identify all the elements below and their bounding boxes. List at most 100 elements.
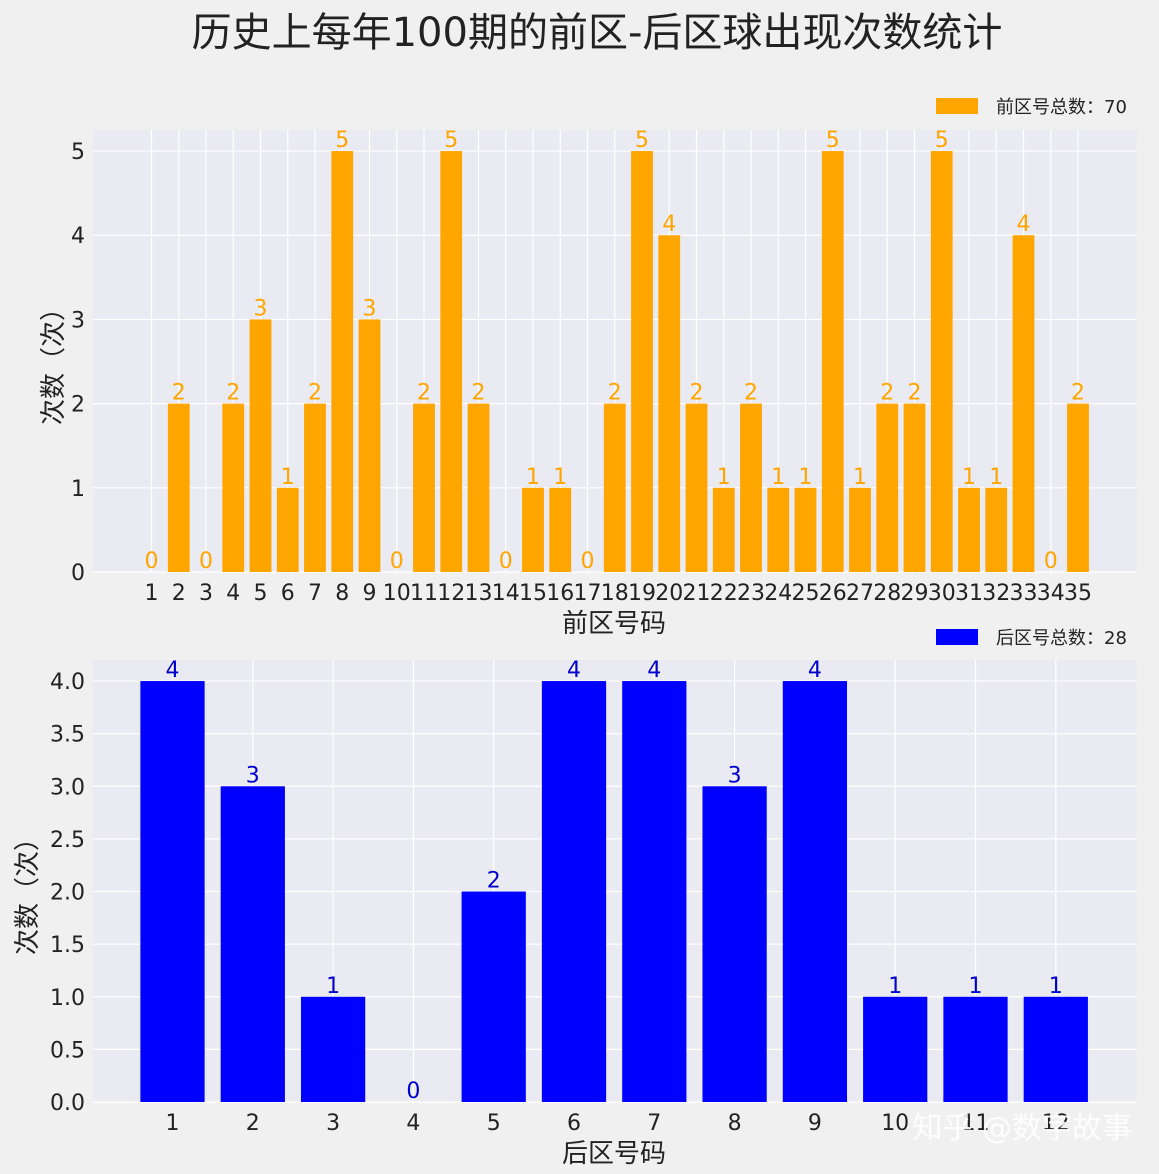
front-bar: [331, 151, 354, 573]
front-bar-value-label: 2: [690, 381, 704, 406]
front-bar-value-label: 1: [771, 465, 785, 490]
front-bar-value-label: 1: [853, 465, 867, 490]
front-bar-value-label: 5: [444, 128, 458, 153]
back-x-tick-label: 4: [406, 1111, 420, 1136]
back-bar-value-label: 2: [487, 869, 501, 894]
front-x-tick-label: 10: [383, 581, 411, 606]
front-x-tick-label: 7: [308, 581, 322, 606]
front-bar: [849, 487, 871, 572]
front-bar: [249, 319, 272, 572]
back-bar-value-label: 1: [1049, 974, 1063, 999]
back-x-tick-label: 9: [808, 1111, 822, 1136]
back-y-ticks: 0.0 0.5 1.0 1.5 2.0 2.5 3.0 3.5 4.0: [50, 670, 85, 1116]
front-bar: [1067, 403, 1089, 572]
back-y-tick-label: 1.0: [50, 986, 85, 1011]
back-bar-value-label: 0: [406, 1079, 420, 1104]
back-legend-label: 后区号总数：28: [996, 628, 1127, 649]
front-x-tick-label: 34: [1037, 581, 1065, 606]
back-y-tick-label: 3.5: [50, 723, 85, 748]
front-bar: [549, 487, 572, 572]
back-x-tick-label: 8: [728, 1111, 742, 1136]
front-y-tick-label: 5: [71, 140, 85, 165]
back-bar: [702, 786, 767, 1102]
front-bar-value-label: 2: [172, 381, 186, 406]
front-x-tick-label: 23: [737, 581, 765, 606]
front-x-tick-label: 6: [281, 581, 295, 606]
front-bar-value-label: 2: [308, 381, 322, 406]
front-y-tick-label: 1: [71, 477, 85, 502]
front-x-tick-label: 14: [492, 581, 520, 606]
front-y-tick-label: 0: [71, 561, 85, 586]
front-x-tick-label: 19: [628, 581, 656, 606]
back-bar: [300, 996, 366, 1102]
front-bar-value-label: 0: [581, 549, 595, 574]
front-bar: [358, 319, 381, 572]
front-bar-value-label: 0: [1044, 549, 1058, 574]
back-legend: 后区号总数：28: [936, 628, 1127, 649]
front-bar-value-label: 3: [363, 296, 377, 321]
back-x-tick-label: 3: [326, 1111, 340, 1136]
front-x-tick-label: 22: [710, 581, 738, 606]
front-bar-value-label: 5: [826, 128, 840, 153]
back-bar: [140, 681, 205, 1102]
front-bar: [821, 151, 844, 573]
back-y-tick-label: 2.0: [50, 881, 85, 906]
front-bar: [631, 151, 653, 573]
front-bar: [440, 151, 463, 573]
back-y-tick-label: 1.5: [50, 933, 85, 958]
back-bar-value-label: 3: [246, 763, 260, 788]
front-x-tick-label: 32: [982, 581, 1010, 606]
back-y-tick-label: 2.5: [50, 828, 85, 853]
back-y-axis-label: 次数（次）: [13, 825, 43, 955]
back-x-tick-label: 12: [1042, 1111, 1070, 1136]
back-y-tick-label: 3.0: [50, 775, 85, 800]
back-x-tick-label: 6: [567, 1111, 581, 1136]
front-x-tick-label: 18: [601, 581, 629, 606]
front-bar: [413, 403, 435, 572]
back-bar: [541, 681, 607, 1102]
front-bar: [167, 403, 190, 572]
back-x-tick-label: 7: [647, 1111, 661, 1136]
front-bar: [712, 487, 735, 572]
front-bar-value-label: 1: [799, 465, 813, 490]
front-bar-value-label: 5: [635, 128, 649, 153]
front-legend-swatch: [936, 98, 978, 114]
front-bar-value-label: 1: [553, 465, 567, 490]
front-x-tick-label: 29: [901, 581, 929, 606]
front-bar: [685, 403, 708, 572]
front-legend-label: 前区号总数：70: [996, 97, 1127, 118]
front-y-tick-label: 2: [71, 393, 85, 418]
back-x-axis-label: 后区号码: [562, 1139, 666, 1169]
back-bar-value-label: 3: [728, 763, 742, 788]
front-bar-value-label: 1: [989, 465, 1003, 490]
front-x-tick-label: 24: [764, 581, 792, 606]
front-x-tick-label: 4: [226, 581, 240, 606]
front-bar-value-label: 2: [417, 381, 431, 406]
front-x-tick-label: 28: [873, 581, 901, 606]
front-x-tick-label: 25: [792, 581, 820, 606]
front-x-tick-label: 35: [1064, 581, 1092, 606]
front-bar-value-label: 1: [281, 465, 295, 490]
back-bar: [220, 786, 285, 1102]
back-bar: [461, 891, 526, 1102]
front-bar-value-label: 2: [880, 381, 894, 406]
back-bar-value-label: 1: [969, 974, 983, 999]
back-bar-value-label: 4: [567, 658, 581, 683]
front-x-ticks: 1 2 3 4 5 6 7 8 9 10 11 12 13 14 15 16 17 18 19 20 21 22 23 24 2…: [145, 581, 1093, 606]
front-bar: [958, 487, 980, 572]
front-x-tick-label: 2: [172, 581, 186, 606]
front-bar: [304, 403, 326, 572]
front-bar: [522, 487, 544, 572]
front-x-axis-label: 前区号码: [562, 609, 666, 639]
front-legend: 前区号总数：70: [936, 97, 1127, 118]
back-x-tick-label: 5: [487, 1111, 501, 1136]
front-x-tick-label: 5: [254, 581, 268, 606]
front-bar-value-label: 4: [1017, 212, 1031, 237]
front-x-tick-label: 17: [574, 581, 602, 606]
front-x-tick-label: 8: [335, 581, 349, 606]
front-x-tick-label: 31: [955, 581, 983, 606]
back-x-tick-label: 2: [246, 1111, 260, 1136]
front-bar-value-label: 2: [472, 381, 486, 406]
